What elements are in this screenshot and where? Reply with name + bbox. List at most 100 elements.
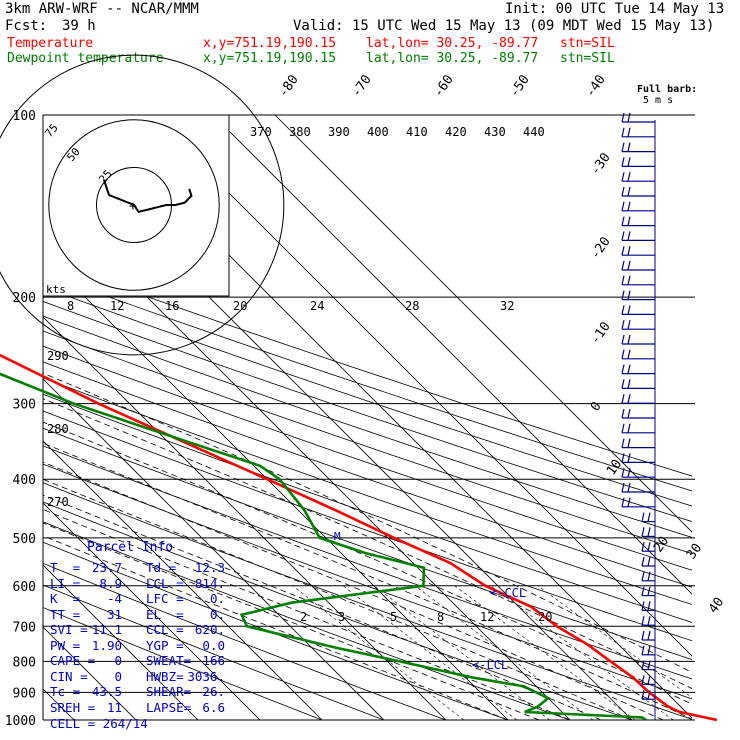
theta-label: 420 — [445, 125, 467, 139]
mixing-ratio-line — [537, 585, 692, 698]
wind-speed-label: 24 — [310, 299, 324, 313]
isotherm — [43, 564, 199, 720]
wind-barb-flag — [621, 334, 625, 345]
wind-barb-flag — [621, 468, 625, 478]
kts-label: kts — [46, 283, 66, 296]
wind-barb-flag — [627, 275, 631, 285]
moist-adiabat — [43, 535, 509, 720]
wind-barb-flag — [641, 556, 645, 567]
dry-adiabat — [43, 330, 692, 554]
pressure-label-1000: 1000 — [5, 714, 36, 729]
wind-barb-flag — [627, 497, 631, 507]
wind-speed-label: 32 — [500, 299, 514, 313]
parcel-cell: -4 — [106, 591, 122, 606]
isotherm-label: -70 — [349, 72, 375, 100]
wind-barb-flag — [627, 423, 631, 433]
wind-barb-flag — [627, 453, 631, 463]
wind-barb-flag — [621, 246, 625, 256]
dry-adiabat — [43, 541, 509, 720]
station-dewp: stn=SIL — [560, 51, 615, 66]
wind-barb-flag — [621, 201, 625, 211]
wind-barb-flag — [647, 660, 651, 670]
wind-barb-flag — [627, 290, 631, 300]
dry-adiabat — [43, 259, 692, 477]
wind-barb-flag — [627, 334, 631, 345]
latlon-temp: lat,lon= 30.25, -89.77 — [366, 36, 539, 51]
mixing-ratio-line — [292, 585, 464, 720]
valid-time: Valid: 15 UTC Wed 15 May 13 (09 MDT Wed … — [293, 18, 715, 34]
wind-barb-flag — [621, 275, 625, 285]
station-temp: stn=SIL — [560, 36, 615, 51]
wind-barb-flag — [641, 527, 645, 537]
wind-speed-label: 12 — [110, 299, 124, 313]
wind-barb-flag — [621, 394, 625, 404]
wind-barb-flag — [621, 438, 625, 448]
wind-barb-flag — [641, 660, 645, 670]
wind-barb-flag — [627, 216, 631, 226]
theta-label: 370 — [250, 125, 272, 139]
grid-xy-temp: x,y=751.19,190.15 — [203, 36, 337, 51]
wind-barb-flag — [647, 616, 651, 626]
wind-barb-flag — [641, 630, 645, 641]
wind-barb-flag — [627, 438, 631, 448]
wind-speed-label: 28 — [405, 299, 419, 313]
wind-speed-label: 8 — [67, 299, 74, 313]
parcel-cell: 1.90 — [91, 637, 122, 653]
parcel-cell: TT = — [50, 606, 81, 622]
dewpoint-trace — [0, 372, 647, 722]
forecast-hours: 39 h — [62, 18, 96, 34]
mixing-ratio-line — [490, 585, 674, 720]
parcel-cell: LFC = — [146, 591, 184, 606]
mixing-ratio-label: 12 — [480, 610, 494, 624]
model-title: 3km ARW-WRF -- NCAR/MMM — [5, 1, 199, 17]
wind-barb-flag — [641, 571, 645, 581]
mixing-ratio-label: 8 — [437, 610, 444, 624]
grid-xy-dewp: x,y=751.19,190.15 — [203, 51, 337, 66]
parcel-cell: 3036. — [187, 668, 225, 684]
wind-barb-flag — [647, 571, 651, 581]
wind-barb-flag — [621, 260, 625, 271]
theta-label: 270 — [47, 495, 69, 509]
parcel-cell: 0. — [209, 606, 225, 622]
parcel-cell: LAPSE= — [146, 699, 192, 715]
wind-barb-flag — [627, 320, 631, 330]
wind-barb-flag — [621, 305, 625, 315]
wind-barb-flag — [621, 186, 625, 197]
dry-adiabat — [43, 501, 633, 720]
parcel-cell: SVI = — [50, 622, 88, 637]
parcel-cell: 43.5 — [91, 684, 122, 699]
wind-barb-flag — [647, 690, 651, 700]
parcel-cell: 31 — [106, 606, 122, 622]
pressure-label-100: 100 — [13, 109, 36, 124]
isotherm-label: 30 — [684, 541, 705, 562]
theta-label: 410 — [406, 125, 428, 139]
parcel-cell: 11.1 — [91, 622, 122, 637]
dry-adiabat — [43, 463, 692, 700]
theta-label: 400 — [367, 125, 389, 139]
parcel-cell: 620. — [194, 622, 225, 637]
parcel-cell-motion: CELL = 264/14 — [50, 716, 148, 731]
temperature-trace — [0, 353, 718, 722]
wind-barb-flag — [621, 127, 625, 137]
wind-barb-flag — [627, 112, 631, 123]
dry-adiabat — [43, 410, 692, 642]
wind-barb-flag — [647, 527, 651, 537]
full-barb-label: Full barb: — [637, 84, 698, 95]
parcel-cell: 23.7 — [91, 560, 122, 575]
isotherm-label: -40 — [583, 72, 609, 100]
wind-barb-flag — [627, 231, 631, 241]
isotherm-label: 20 — [651, 534, 672, 555]
hodograph-ring — [48, 119, 220, 291]
isotherm — [274, 115, 692, 533]
wind-barb-flag — [621, 231, 625, 241]
wind-barb-flag — [627, 142, 631, 152]
pressure-label-300: 300 — [13, 398, 36, 413]
wind-barb-flag — [641, 690, 645, 700]
wind-barb-flag — [621, 157, 625, 167]
wind-barb-flag — [641, 512, 645, 522]
wind-barb-flag — [641, 645, 645, 655]
parcel-cell: Td = — [146, 560, 177, 575]
wind-barb-flag — [641, 616, 645, 626]
isotherm-label: -20 — [588, 234, 614, 262]
pressure-label-900: 900 — [13, 686, 36, 701]
